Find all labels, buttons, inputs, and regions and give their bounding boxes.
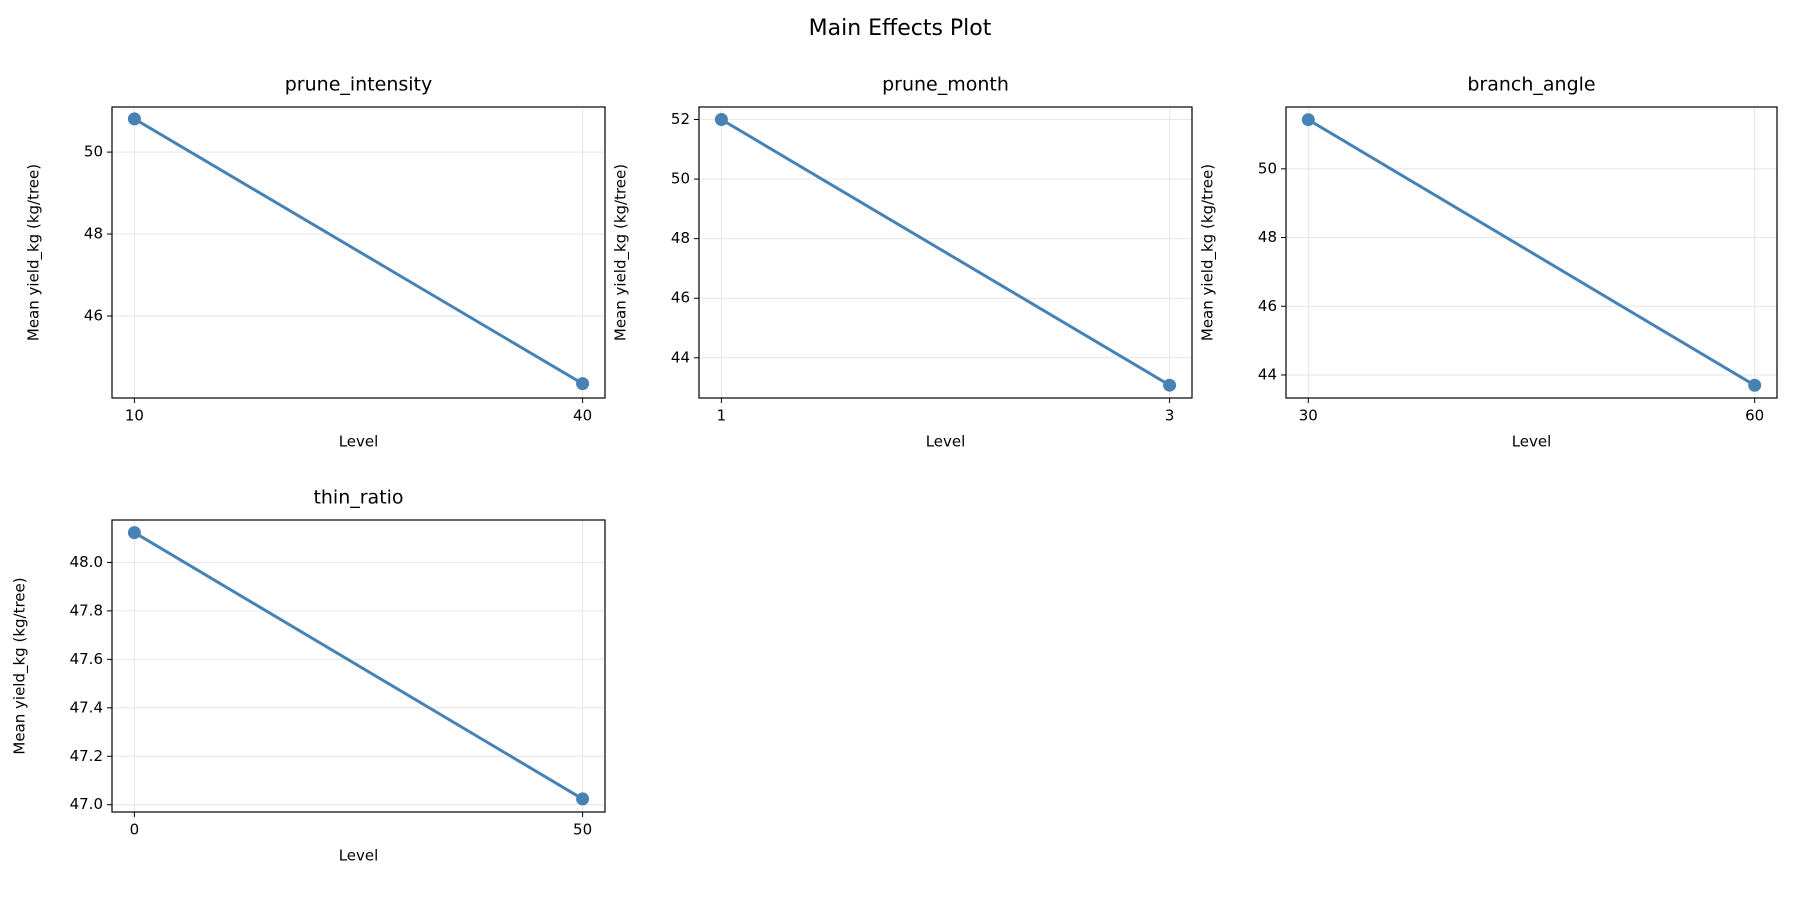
y-tick-label: 48	[84, 225, 103, 243]
y-tick-label: 50	[1258, 159, 1277, 177]
line	[720, 118, 1171, 387]
subplot-title: branch_angle	[1467, 74, 1595, 96]
y-tick-label: 47.2	[70, 747, 103, 765]
y-tick-label: 48	[671, 229, 690, 247]
y-tick-label: 50	[84, 143, 103, 161]
y-tick-label: 52	[671, 110, 690, 128]
subplot-title: prune_month	[882, 74, 1009, 96]
y-tick-label: 47.8	[70, 601, 103, 619]
x-tick-label: 3	[1165, 407, 1175, 425]
x-axis-label: Level	[339, 847, 379, 865]
y-tick-label: 46	[671, 289, 690, 307]
y-tick-label: 47.0	[70, 795, 103, 813]
subplot-title: prune_intensity	[285, 74, 433, 96]
y-axis-label: Mean yield_kg (kg/tree)	[1199, 164, 1218, 341]
x-tick-label: 60	[1745, 407, 1764, 425]
figure-title: Main Effects Plot	[809, 16, 992, 41]
y-axis-label: Mean yield_kg (kg/tree)	[11, 577, 30, 754]
y-tick-label: 48	[1258, 228, 1277, 246]
y-tick-label: 48.0	[70, 553, 103, 571]
y-tick-label: 47.4	[70, 698, 103, 716]
plot-frame	[111, 519, 606, 813]
line	[133, 117, 584, 385]
x-tick-label: 1	[717, 407, 727, 425]
x-tick-label: 50	[573, 821, 592, 839]
y-axis-label: Mean yield_kg (kg/tree)	[25, 164, 44, 341]
y-tick-label: 46	[84, 307, 103, 325]
point	[1163, 378, 1177, 392]
y-tick-label: 44	[671, 348, 690, 366]
y-tick-label: 47.6	[70, 650, 103, 668]
x-axis-label: Level	[339, 433, 379, 451]
line	[133, 531, 584, 801]
y-axis-label: Mean yield_kg (kg/tree)	[612, 164, 631, 341]
point	[714, 113, 728, 127]
y-tick-label: 50	[671, 170, 690, 188]
y-tick-label: 46	[1258, 297, 1277, 315]
point	[576, 792, 590, 806]
x-axis-label: Level	[1512, 433, 1552, 451]
plot-frame	[1285, 106, 1778, 399]
x-tick-label: 40	[573, 407, 592, 425]
y-tick-label: 44	[1258, 365, 1277, 383]
x-tick-label: 30	[1299, 407, 1318, 425]
point	[127, 112, 141, 126]
plot-frame	[111, 106, 606, 399]
plot-frame	[698, 106, 1193, 399]
point	[1301, 113, 1315, 127]
line	[1307, 118, 1756, 387]
point	[576, 377, 590, 391]
x-tick-label: 0	[130, 821, 140, 839]
point	[1748, 378, 1762, 392]
point	[127, 526, 141, 540]
x-tick-label: 10	[125, 407, 144, 425]
x-axis-label: Level	[926, 433, 966, 451]
subplot-title: thin_ratio	[313, 487, 403, 509]
